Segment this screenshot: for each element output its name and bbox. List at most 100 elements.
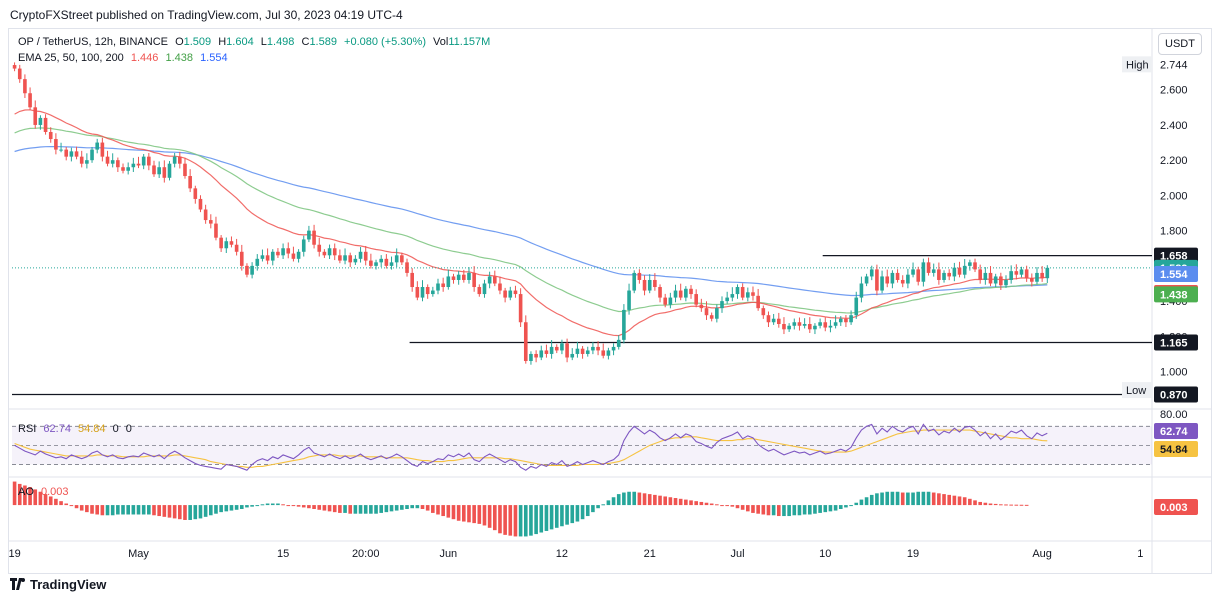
candle-body: [33, 107, 38, 125]
candle-body: [849, 315, 853, 323]
candle-body: [978, 269, 982, 280]
candle-body: [48, 131, 53, 140]
ao-bar: [529, 505, 533, 536]
candle-body: [601, 350, 606, 356]
ao-label[interactable]: AO: [18, 486, 34, 498]
candle-body: [296, 251, 301, 259]
ao-bar: [110, 505, 115, 516]
candle-body: [1014, 271, 1019, 275]
ao-bar: [487, 505, 492, 528]
ao-bar: [715, 504, 719, 506]
ema25-line: [14, 109, 1048, 337]
candle-body: [957, 267, 962, 275]
candle-body: [999, 276, 1003, 286]
symbol-name[interactable]: OP / TetherUS, 12h, BINANCE: [18, 36, 168, 48]
ao-bar: [332, 505, 337, 513]
symbol-legend: OP / TetherUS, 12h, BINANCE O1.509 H1.60…: [18, 36, 494, 48]
ao-bar: [219, 505, 223, 513]
ao-bar: [549, 505, 554, 530]
ema50-line: [14, 127, 1048, 314]
rsi-param-1: 0: [112, 423, 119, 435]
candle-body: [54, 139, 58, 150]
ao-bar: [498, 505, 502, 534]
candle-body: [100, 142, 105, 157]
price-label-bg: [1154, 286, 1198, 303]
ao-bar: [694, 501, 698, 506]
candle-body: [627, 290, 631, 310]
ao-bar: [854, 502, 859, 506]
ao-bar: [544, 505, 549, 531]
candle-body: [1040, 272, 1044, 279]
ao-bar: [993, 503, 998, 506]
candle-body: [239, 251, 244, 266]
ao-bar: [699, 501, 704, 506]
ao-bar: [678, 498, 683, 506]
candle-body: [720, 301, 724, 309]
change-value: +0.080 (+5.30%): [344, 36, 426, 48]
candle-body: [869, 269, 874, 277]
time-tick-label: 20:00: [352, 548, 380, 560]
candle-body: [895, 272, 900, 280]
ema100-line: [14, 146, 1048, 297]
candle-body: [715, 308, 719, 319]
ao-bar: [983, 502, 988, 506]
candle-body: [844, 318, 848, 323]
ao-bar: [95, 505, 100, 515]
ao-bar: [926, 491, 931, 506]
candle-body: [327, 248, 332, 256]
ao-bar: [446, 505, 451, 518]
ao-bar: [957, 496, 962, 506]
ao-bar: [828, 505, 833, 512]
candle-body: [606, 350, 611, 356]
candle-body: [208, 220, 213, 224]
candle-body: [38, 117, 43, 125]
time-tick-label: May: [128, 548, 149, 560]
ao-bar: [147, 505, 151, 515]
ao-bar: [214, 505, 218, 514]
candle-body: [436, 283, 440, 291]
candle-body: [23, 79, 27, 94]
price-label-bg: [1154, 247, 1198, 264]
rsi-ma-value: 54.84: [78, 423, 106, 435]
ao-bar: [653, 494, 657, 506]
ao-bar: [746, 505, 750, 512]
ao-bar: [492, 505, 497, 531]
ao-bar: [627, 491, 631, 506]
rsi-label[interactable]: RSI: [18, 423, 37, 435]
candle-body: [1004, 279, 1008, 286]
ao-bar: [43, 494, 48, 506]
candle-body: [400, 255, 404, 263]
ema-label[interactable]: EMA 25, 50, 100, 200: [18, 52, 124, 64]
candle-body: [611, 346, 616, 351]
ao-bar: [178, 505, 182, 520]
ao-bar: [813, 505, 817, 514]
candle-body: [591, 346, 595, 351]
currency-button[interactable]: USDT: [1158, 33, 1202, 55]
ao-bar: [880, 492, 884, 506]
candle-body: [456, 274, 461, 280]
candle-body: [684, 288, 688, 298]
low-tag: Low: [1126, 385, 1146, 397]
ao-bar: [988, 503, 993, 506]
ao-bar: [663, 496, 668, 506]
ao-bar: [503, 505, 507, 535]
candle-body: [17, 68, 22, 80]
rsi-tick-label: 80.00: [1160, 409, 1188, 421]
candle-body: [420, 287, 425, 298]
candle-body: [642, 279, 647, 291]
candle-body: [322, 251, 327, 256]
ao-bar: [508, 505, 513, 536]
candle-body: [255, 258, 260, 266]
candle-body: [1030, 278, 1034, 282]
candle-body: [131, 163, 136, 168]
ao-bar: [962, 497, 967, 506]
candle-body: [549, 346, 554, 354]
ao-bar: [570, 505, 575, 524]
candle-body: [962, 265, 967, 275]
low-value: 1.498: [266, 36, 295, 48]
candle-body: [663, 297, 668, 305]
candle-body: [503, 290, 507, 298]
ao-bar: [684, 499, 688, 506]
ao-bar: [642, 493, 647, 506]
